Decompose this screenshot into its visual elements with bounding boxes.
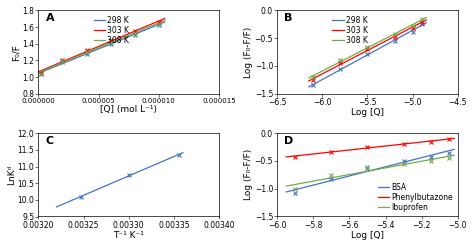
BSA (315, 183, 320, 185)
Y-axis label: Log (F₀-F/F): Log (F₀-F/F) (244, 149, 253, 201)
Ibuprofen (315, 179, 320, 182)
Line: 303 K: 303 K (38, 19, 165, 72)
298 K (337, 68, 343, 71)
303 K (310, 77, 316, 80)
BSA (290, 189, 296, 192)
303 K (418, 21, 423, 24)
Phenylbutazone (451, 137, 457, 140)
Text: D: D (284, 136, 294, 146)
303 K (36, 70, 41, 73)
298 K (36, 72, 41, 75)
Ibuprofen (290, 183, 296, 186)
298 K (59, 62, 65, 65)
308 K (328, 65, 334, 68)
308 K (43, 68, 49, 71)
Line: Phenylbutazone: Phenylbutazone (286, 138, 454, 157)
298 K (423, 21, 429, 24)
Phenylbutazone (315, 152, 320, 155)
Legend: BSA, Phenylbutazone, Ibuprofen: BSA, Phenylbutazone, Ibuprofen (377, 182, 454, 213)
298 K (41, 70, 46, 73)
Line: 298 K: 298 K (38, 22, 165, 73)
298 K (328, 74, 334, 77)
Y-axis label: LnKᵈ: LnKᵈ (7, 165, 16, 185)
X-axis label: Log [Q]: Log [Q] (351, 108, 384, 117)
308 K (59, 62, 65, 64)
308 K (41, 69, 46, 72)
303 K (59, 61, 65, 63)
Y-axis label: F₀/F: F₀/F (12, 44, 21, 61)
308 K (155, 21, 161, 24)
Phenylbutazone (437, 139, 443, 142)
303 K (43, 67, 49, 70)
Legend: 298 K, 303 K, 308 K: 298 K, 303 K, 308 K (332, 15, 369, 46)
298 K (69, 58, 75, 61)
X-axis label: T⁻¹ K⁻¹: T⁻¹ K⁻¹ (113, 231, 144, 240)
Text: A: A (46, 13, 54, 23)
308 K (306, 77, 311, 80)
Text: C: C (46, 136, 54, 146)
298 K (413, 27, 419, 30)
BSA (283, 190, 289, 193)
308 K (36, 71, 41, 74)
Legend: 298 K, 303 K, 308 K: 298 K, 303 K, 308 K (93, 15, 130, 46)
Ibuprofen (443, 155, 448, 158)
Ibuprofen (283, 185, 289, 187)
298 K (306, 85, 311, 88)
303 K (423, 19, 429, 21)
Text: B: B (284, 13, 293, 23)
303 K (69, 56, 75, 59)
308 K (413, 21, 419, 24)
298 K (43, 69, 49, 72)
303 K (313, 76, 319, 79)
Line: Ibuprofen: Ibuprofen (286, 155, 454, 186)
303 K (41, 68, 46, 71)
303 K (162, 17, 168, 20)
298 K (162, 21, 168, 23)
Line: 308 K: 308 K (38, 20, 165, 73)
Y-axis label: Log (F₀-F/F): Log (F₀-F/F) (244, 26, 253, 78)
Phenylbutazone (293, 154, 299, 157)
298 K (310, 83, 316, 86)
BSA (437, 152, 443, 155)
Ibuprofen (451, 154, 457, 157)
BSA (451, 148, 457, 151)
298 K (155, 23, 161, 26)
Ibuprofen (328, 176, 334, 179)
X-axis label: Log [Q]: Log [Q] (351, 231, 384, 240)
298 K (151, 25, 157, 28)
Phenylbutazone (328, 150, 334, 153)
Line: 303 K: 303 K (309, 20, 426, 81)
BSA (293, 188, 299, 191)
308 K (423, 16, 429, 19)
Ibuprofen (437, 156, 443, 159)
303 K (306, 79, 311, 82)
Line: 308 K: 308 K (309, 18, 426, 78)
Phenylbutazone (283, 155, 289, 158)
308 K (337, 61, 343, 63)
308 K (162, 19, 168, 22)
303 K (328, 68, 334, 71)
BSA (328, 179, 334, 182)
298 K (313, 82, 319, 84)
Line: BSA: BSA (286, 149, 454, 192)
303 K (151, 21, 157, 24)
308 K (69, 57, 75, 60)
BSA (443, 150, 448, 153)
Line: 298 K: 298 K (309, 23, 426, 87)
303 K (337, 63, 343, 66)
Ibuprofen (293, 183, 299, 186)
308 K (313, 73, 319, 76)
308 K (310, 74, 316, 77)
308 K (418, 19, 423, 22)
303 K (413, 24, 419, 27)
308 K (151, 23, 157, 26)
303 K (155, 20, 161, 23)
Phenylbutazone (443, 138, 448, 141)
Phenylbutazone (290, 155, 296, 158)
X-axis label: [Q] (mol L⁻¹): [Q] (mol L⁻¹) (100, 105, 157, 114)
298 K (418, 25, 423, 28)
